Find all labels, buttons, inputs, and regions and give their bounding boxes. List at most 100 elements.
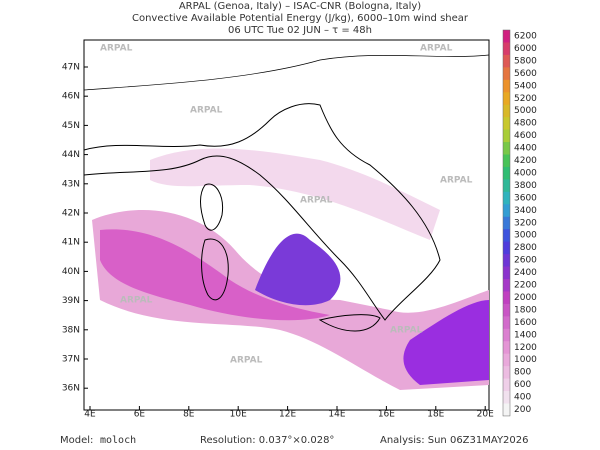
coastline [83,103,441,321]
colorbar-label: 400 [514,393,531,403]
colorbar-segment [503,216,510,230]
colorbar-segment [503,104,510,118]
colorbar-label: 2400 [514,268,537,278]
colorbar-label: 1400 [514,330,537,340]
lat-label: 42N [62,209,80,219]
watermark: ARPAL [420,44,453,54]
colorbar-label: 3200 [514,218,537,228]
colorbar-segment [503,241,510,255]
lat-label: 41N [62,238,80,248]
colorbar-label: 2800 [514,243,537,253]
colorbar-label: 1600 [514,318,537,328]
colorbar-label: 6000 [514,44,537,54]
colorbar-segment [503,291,510,305]
header-line: 06 UTC Tue 02 JUN – τ = 48h [228,25,372,36]
colorbar-label: 5400 [514,81,537,91]
colorbar-label: 200 [514,405,531,415]
footer-label: Model: [60,435,93,446]
lon-label: 6E [134,410,146,420]
colorbar-segment [503,303,510,317]
footer-model: moloch [100,435,136,446]
colorbar-label: 3600 [514,193,537,203]
lon-label: 20E [477,410,494,420]
lat-label: 37N [62,355,80,365]
colorbar-label: 4200 [514,156,537,166]
lat-label: 45N [62,121,80,131]
watermark: ARPAL [190,106,223,116]
watermark: ARPAL [120,296,153,306]
colorbar-segment [503,229,510,243]
colorbar-segment [503,316,510,330]
colorbar-label: 1800 [514,305,537,315]
colorbar-frame [502,29,511,417]
colorbar-label: 2000 [514,293,537,303]
colorbar-label: 3400 [514,206,537,216]
colorbar-segment [503,42,510,56]
colorbar-segment [503,154,510,168]
colorbar-label: 4600 [514,131,537,141]
watermark: ARPAL [230,356,263,366]
lat-label: 39N [62,296,80,306]
colorbar-segment [503,166,510,180]
colorbar-segment [503,67,510,81]
coastline [200,183,381,332]
colorbar-label: 6200 [514,32,537,42]
colorbar-segment [503,117,510,131]
colorbar-segment [503,341,510,355]
colorbar-label: 5600 [514,69,537,79]
colorbar-segment [503,328,510,342]
lat-label: 44N [62,150,80,160]
colorbar-label: 5800 [514,56,537,66]
lon-label: 10E [230,410,247,420]
colorbar-label: 4800 [514,119,537,129]
colorbar-segment [503,366,510,380]
watermark: ARPAL [300,196,333,206]
colorbar-label: 4400 [514,144,537,154]
lat-label: 38N [62,325,80,335]
colorbar-label: 3000 [514,231,537,241]
lat-label: 43N [62,179,80,189]
lat-label: 40N [62,267,80,277]
colorbar-label: 5000 [514,106,537,116]
colorbar-label: 4000 [514,168,537,178]
colorbar-segment [503,92,510,106]
lon-label: 18E [427,410,444,420]
watermark: ARPAL [440,176,473,186]
colorbar-segment [503,403,510,417]
watermark: ARPAL [390,326,423,336]
lon-label: 12E [279,410,296,420]
colorbar-segment [503,378,510,392]
colorbar-segment [503,254,510,268]
cape-field [255,233,341,306]
lat-label: 36N [62,384,80,394]
header-line: Convective Available Potential Energy (J… [132,13,469,24]
colorbar-label: 800 [514,368,531,378]
border [83,54,490,91]
colorbar-segment [503,179,510,193]
colorbar-segment [503,266,510,280]
colorbar-label: 600 [514,380,531,390]
colorbar-label: 1000 [514,355,537,365]
cape-field [150,148,440,240]
colorbar-label: 3800 [514,181,537,191]
colorbar-segment [503,54,510,68]
colorbar-segment [503,204,510,218]
watermark: ARPAL [100,44,133,54]
colorbar-segment [503,391,510,404]
map [83,39,490,411]
colorbar-segment [503,279,510,292]
colorbar-label: 5200 [514,94,537,104]
colorbar-segment [503,30,510,43]
lat-label: 47N [62,63,80,73]
lon-label: 16E [378,410,395,420]
lon-label: 14E [328,410,345,420]
colorbar-label: 2200 [514,281,537,291]
header-line: ARPAL (Genoa, Italy) – ISAC-CNR (Bologna… [179,1,421,12]
colorbar-label: 1200 [514,343,537,353]
colorbar-segment [503,191,510,205]
colorbar-label: 2600 [514,256,537,266]
colorbar-segment [503,142,510,155]
lat-label: 46N [62,92,80,102]
colorbar-segment [503,353,510,367]
